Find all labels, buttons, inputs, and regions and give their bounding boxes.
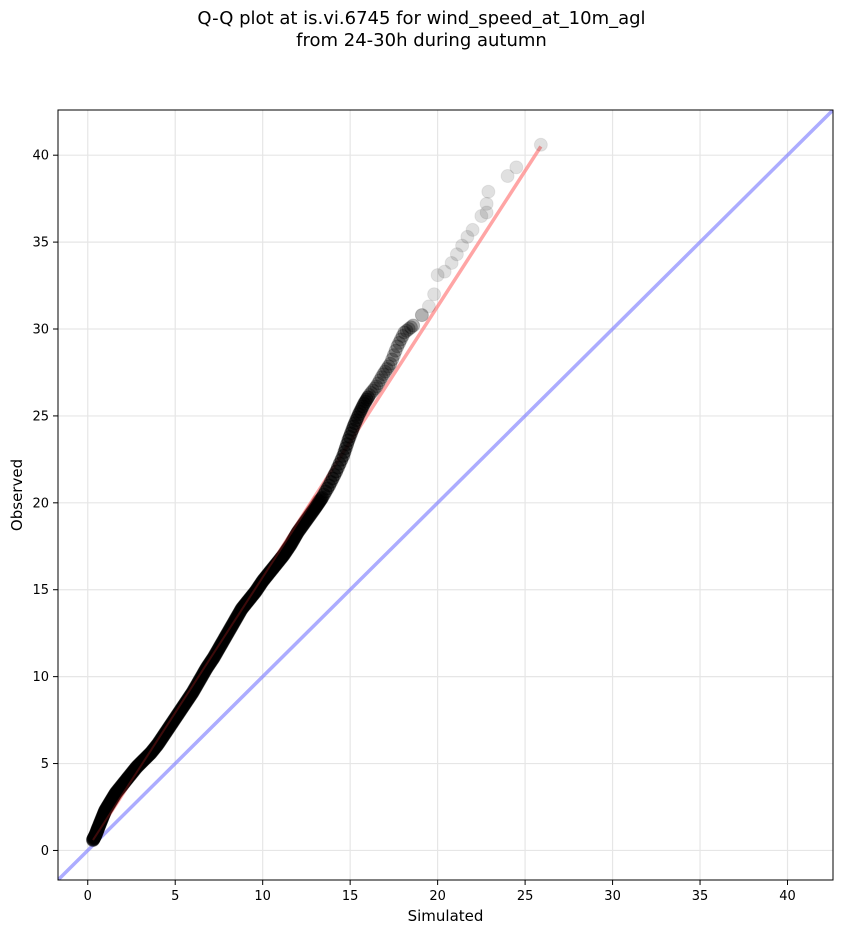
- scatter-points: [85, 137, 548, 848]
- data-point: [369, 379, 384, 394]
- data-point: [479, 205, 494, 220]
- data-point: [371, 376, 386, 391]
- data-point: [374, 370, 389, 385]
- x-tick-label: 30: [604, 889, 621, 904]
- data-point: [460, 229, 475, 244]
- data-point: [401, 322, 416, 337]
- data-point: [364, 385, 379, 400]
- data-point: [372, 373, 387, 388]
- x-tick-label: 0: [84, 889, 92, 904]
- x-tick-label: 10: [254, 889, 271, 904]
- data-point: [378, 364, 393, 379]
- data-point: [367, 381, 382, 396]
- y-tick-label: 20: [32, 496, 49, 511]
- y-tick-label: 35: [32, 236, 49, 251]
- x-tick-label: 25: [517, 889, 534, 904]
- x-tick-label: 5: [171, 889, 179, 904]
- data-point: [414, 308, 429, 323]
- x-axis-ticks: 0 5 10 15 20 25 30 35 40: [84, 880, 796, 904]
- data-point: [385, 352, 400, 367]
- chart-title: Q-Q plot at is.vi.6745 for wind_speed_at…: [0, 8, 843, 52]
- plot-frame: [57, 109, 834, 881]
- data-point: [474, 209, 489, 224]
- identity-line-layer: [58, 110, 833, 880]
- y-axis-label: Observed: [8, 459, 26, 531]
- data-point: [403, 320, 418, 335]
- x-tick-label: 40: [779, 889, 796, 904]
- data-point: [388, 343, 403, 358]
- data-point: [430, 268, 445, 283]
- data-point: [449, 247, 464, 262]
- data-point: [500, 169, 515, 184]
- data-point: [392, 335, 407, 350]
- grid: [58, 110, 833, 880]
- identity-line: [58, 110, 833, 880]
- data-point: [365, 383, 380, 398]
- data-point: [509, 160, 524, 175]
- data-point: [395, 328, 410, 343]
- data-point: [390, 339, 405, 354]
- data-point: [379, 361, 394, 376]
- x-tick-label: 15: [342, 889, 359, 904]
- data-point: [397, 325, 412, 340]
- data-point: [421, 299, 436, 314]
- y-tick-label: 5: [41, 757, 49, 772]
- y-axis-ticks: 0 5 10 15 20 25 30 35 40: [32, 149, 58, 859]
- data-point: [376, 367, 391, 382]
- data-point: [406, 318, 421, 333]
- data-point: [361, 390, 376, 405]
- data-point: [444, 255, 459, 270]
- data-point: [465, 222, 480, 237]
- x-tick-label: 35: [692, 889, 709, 904]
- chart-title-line-2: from 24-30h during autumn: [296, 30, 547, 51]
- data-point: [533, 137, 548, 152]
- data-point: [427, 287, 442, 302]
- x-tick-label: 20: [429, 889, 446, 904]
- data-point: [399, 323, 414, 338]
- y-tick-label: 15: [32, 583, 49, 598]
- data-point: [393, 332, 408, 347]
- x-axis-label: Simulated: [408, 907, 484, 925]
- fit-line-overlay: [92, 495, 317, 841]
- data-point: [481, 184, 496, 199]
- data-point: [381, 359, 396, 374]
- data-point: [479, 196, 494, 211]
- y-tick-label: 25: [32, 409, 49, 424]
- data-point: [386, 348, 401, 363]
- y-tick-label: 0: [41, 844, 49, 859]
- chart-title-line-1: Q-Q plot at is.vi.6745 for wind_speed_at…: [197, 8, 646, 29]
- data-point: [362, 388, 377, 403]
- y-tick-label: 10: [32, 670, 49, 685]
- data-point: [383, 356, 398, 371]
- data-point: [455, 238, 470, 253]
- y-tick-label: 40: [32, 149, 49, 164]
- data-point: [437, 264, 452, 279]
- y-tick-label: 30: [32, 323, 49, 338]
